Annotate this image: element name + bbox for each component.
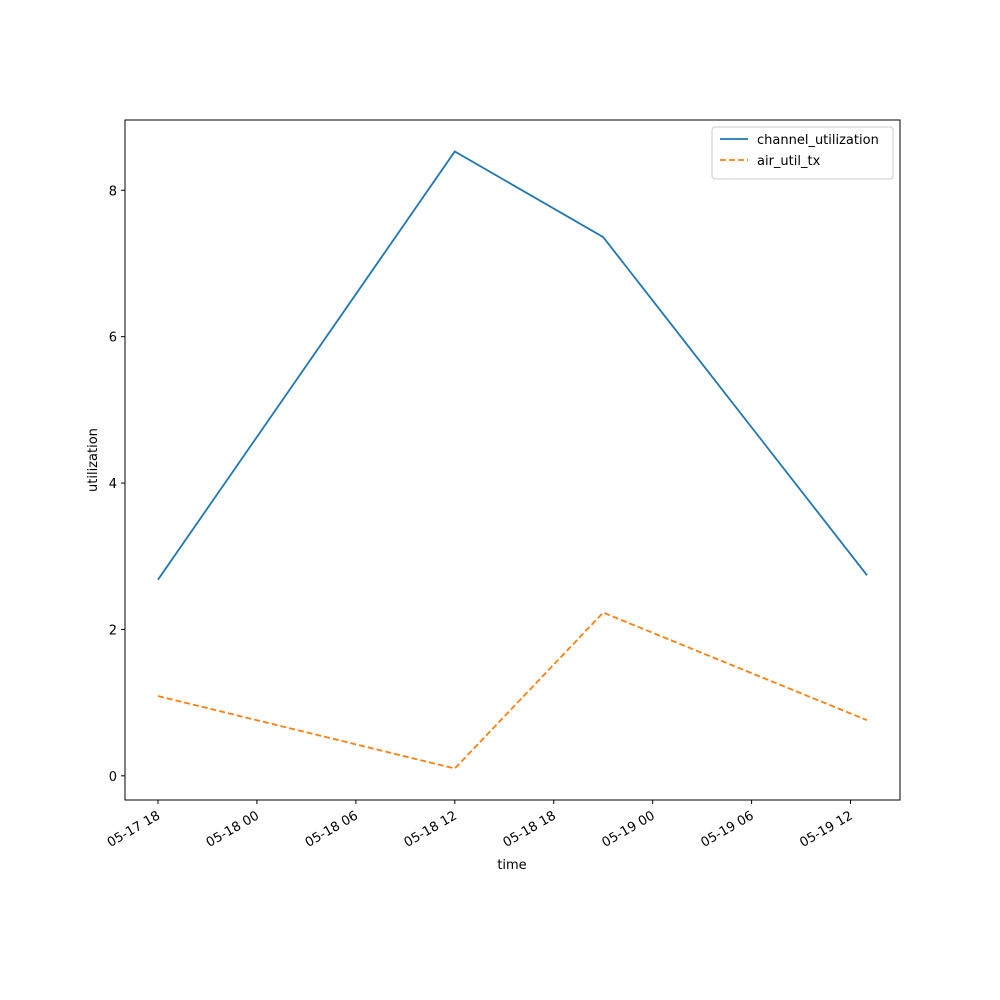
line-series	[157, 611, 868, 770]
x-tick-label: 05-19 06	[698, 808, 756, 850]
y-tick-label: 2	[109, 623, 117, 638]
legend-label: air_util_tx	[757, 154, 821, 169]
y-axis-label: utilization	[86, 428, 101, 492]
plot-frame	[124, 119, 901, 801]
x-tick-label: 05-18 00	[204, 808, 262, 850]
y-tick-label: 6	[109, 331, 117, 346]
line-series	[157, 150, 868, 581]
y-tick-label: 4	[109, 477, 117, 492]
x-tick-label: 05-19 00	[600, 808, 658, 850]
y-tick-label: 0	[109, 770, 117, 785]
legend-box	[711, 126, 894, 180]
x-tick-label: 05-17 18	[105, 808, 163, 850]
x-axis-label: time	[497, 858, 526, 873]
x-tick-label: 05-19 12	[797, 808, 855, 850]
y-tick-label: 8	[109, 184, 117, 199]
x-tick-label: 05-18 18	[501, 808, 559, 850]
legend-label: channel_utilization	[757, 133, 879, 148]
x-tick-label: 05-18 12	[402, 808, 460, 850]
x-tick-label: 05-18 06	[303, 808, 361, 850]
